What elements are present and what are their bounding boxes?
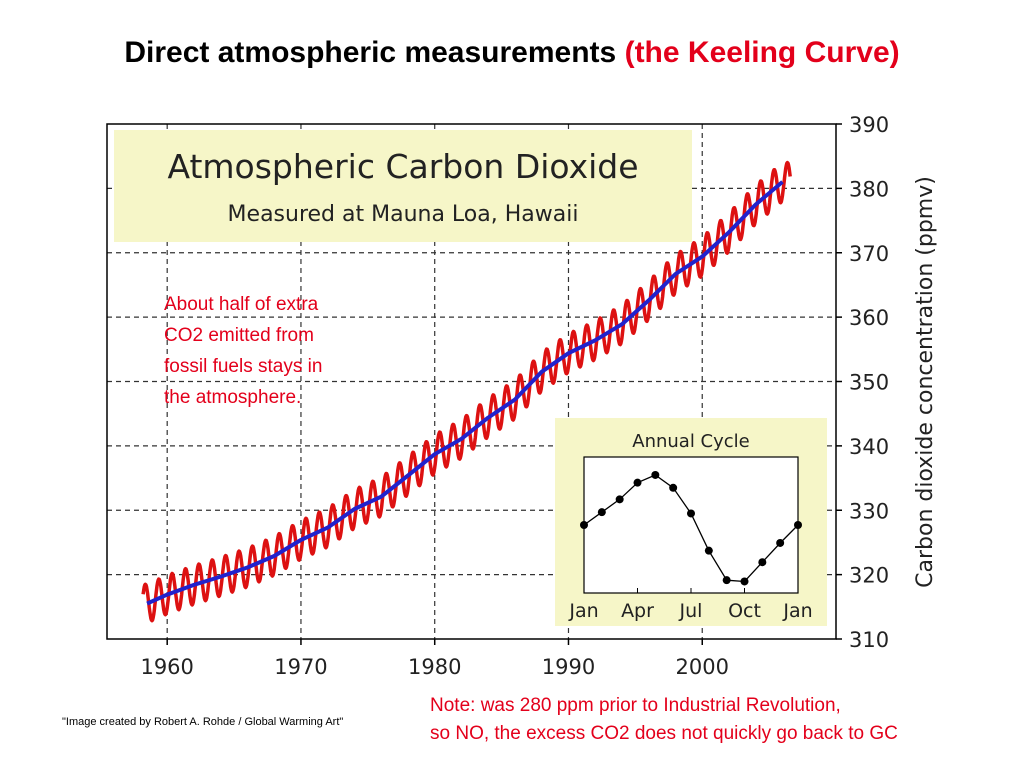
inset-point bbox=[794, 521, 802, 529]
slide-title: Direct atmospheric measurements (the Kee… bbox=[0, 36, 1024, 70]
chart-title-box: Atmospheric Carbon Dioxide Measured at M… bbox=[114, 130, 692, 242]
image-credit: "Image created by Robert A. Rohde / Glob… bbox=[62, 716, 344, 728]
title-box-bg bbox=[114, 130, 692, 242]
inset-point bbox=[580, 521, 588, 529]
note-line-2: so NO, the excess CO2 does not quickly g… bbox=[430, 723, 898, 744]
x-tick-label: 1980 bbox=[408, 655, 461, 679]
note-text: Note: was 280 ppm prior to Industrial Re… bbox=[430, 692, 898, 748]
inset-point bbox=[633, 478, 642, 487]
y-tick-label: 310 bbox=[849, 628, 889, 652]
inset-plot-frame bbox=[583, 456, 799, 594]
axis-ticks: 310 320 330 340 350 360 370 380 390 1960 1970 1980 1… bbox=[140, 113, 889, 679]
inset-point bbox=[651, 470, 660, 479]
x-tick-label: 2000 bbox=[676, 655, 729, 679]
x-tick-label: 1960 bbox=[140, 655, 193, 679]
inset-x-tick-label: Jul bbox=[679, 600, 703, 622]
slide-title-main: Direct atmospheric measurements bbox=[124, 36, 617, 69]
y-tick-label: 370 bbox=[849, 242, 889, 266]
y-tick-label: 380 bbox=[849, 177, 889, 201]
y-tick-label: 330 bbox=[849, 499, 889, 523]
y-tick-label: 390 bbox=[849, 113, 889, 137]
y-axis-label: Carbon dioxide concentration (ppmv) bbox=[913, 176, 938, 588]
y-tick-label: 340 bbox=[849, 435, 889, 459]
inset-title: Annual Cycle bbox=[632, 431, 749, 452]
note-line-1: Note: was 280 ppm prior to Industrial Re… bbox=[430, 695, 841, 716]
annotation-line: the atmosphere. bbox=[164, 387, 301, 408]
inset-point bbox=[722, 576, 731, 585]
monthly-co2-line bbox=[141, 160, 792, 623]
annotation-line: About half of extra bbox=[164, 294, 319, 315]
y-tick-label: 360 bbox=[849, 306, 889, 330]
inset-point bbox=[597, 508, 606, 517]
inset-point bbox=[704, 546, 713, 555]
y-tick-label: 350 bbox=[849, 371, 889, 395]
annotation-line: fossil fuels stays in bbox=[164, 356, 322, 377]
inset-x-tick-label: Oct bbox=[728, 600, 761, 622]
inset-point bbox=[776, 538, 785, 547]
chart-title: Atmospheric Carbon Dioxide bbox=[167, 147, 638, 186]
inset-point bbox=[758, 558, 767, 567]
x-tick-label: 1990 bbox=[542, 655, 595, 679]
inset-x-tick-label: Apr bbox=[621, 600, 654, 622]
annual-cycle-inset: Annual Cycle Jan Apr Jul Oct Jan bbox=[555, 418, 827, 626]
inset-x-tick-label: Jan bbox=[782, 600, 812, 622]
annual-trend-line bbox=[146, 180, 784, 606]
chart-subtitle: Measured at Mauna Loa, Hawaii bbox=[228, 202, 579, 227]
inset-point bbox=[669, 483, 678, 492]
x-tick-label: 1970 bbox=[274, 655, 327, 679]
inset-point bbox=[740, 577, 749, 586]
inset-series: Jan Apr Jul Oct Jan bbox=[568, 470, 813, 622]
inset-point bbox=[687, 509, 695, 518]
series-layer bbox=[141, 160, 792, 623]
y-tick-label: 320 bbox=[849, 564, 889, 588]
inset-x-tick-label: Jan bbox=[568, 600, 598, 622]
annotation-line: CO2 emitted from bbox=[164, 325, 314, 346]
slide-title-highlight: (the Keeling Curve) bbox=[624, 36, 900, 69]
annotation-text: About half of extra CO2 emitted from fossi… bbox=[164, 294, 322, 408]
inset-point bbox=[615, 495, 624, 504]
